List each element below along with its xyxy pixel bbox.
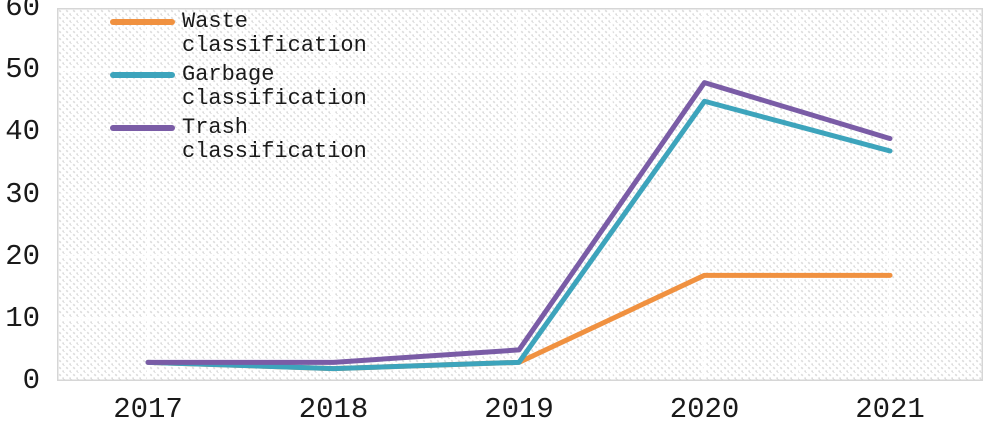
- plot-canvas: [57, 8, 983, 381]
- legend-item: Garbage classification: [110, 63, 382, 111]
- plot-area: Waste classification Garbage classificati…: [57, 8, 983, 381]
- x-tick-label: 2021: [855, 393, 925, 426]
- legend-label: Garbage classification: [182, 62, 367, 111]
- x-tick-label: 2020: [669, 393, 740, 426]
- legend-swatch-icon: [110, 72, 175, 78]
- y-tick-label: 0: [22, 364, 40, 397]
- x-tick-label: 2017: [113, 393, 183, 426]
- y-tick-label: 30: [5, 177, 40, 211]
- y-tick-label: 10: [5, 301, 40, 335]
- plot-border: [57, 8, 983, 381]
- y-tick-label: 50: [5, 53, 40, 87]
- series-line-1: [145, 98, 893, 372]
- legend-swatch-icon: [110, 19, 175, 25]
- legend-label: Waste classification: [182, 9, 367, 58]
- legend-swatch-icon: [110, 125, 175, 131]
- x-tick-label: 2019: [484, 393, 554, 426]
- legend-item: Trash classification: [110, 116, 382, 164]
- legend-label: Trash classification: [182, 115, 367, 164]
- legend: Waste classification Garbage classificati…: [110, 10, 382, 164]
- y-tick-label: 60: [5, 0, 40, 24]
- x-tick-label: 2018: [298, 393, 369, 426]
- y-tick-label: 20: [5, 239, 40, 273]
- series-line-2: [145, 80, 893, 365]
- legend-item: Waste classification: [110, 10, 382, 58]
- y-tick-label: 40: [5, 115, 40, 149]
